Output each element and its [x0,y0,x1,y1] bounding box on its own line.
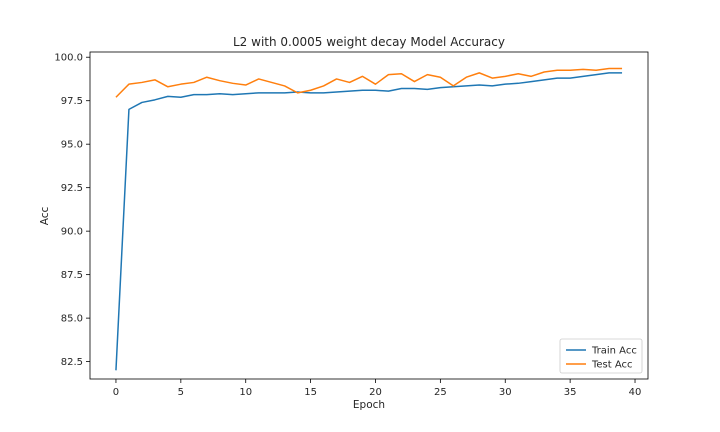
y-axis: 82.5 85.0 87.5 90.0 92.5 95.0 97.5 100.0 [54,53,90,368]
series-layer [115,67,623,371]
series-line-test-acc [115,67,623,98]
y-tick-label: 87.5 [61,270,83,281]
legend: Train Acc Test Acc [559,338,643,374]
x-tick-label: 10 [239,387,252,398]
x-axis: 0 5 10 15 20 25 30 35 40 [113,379,642,398]
y-axis-label: Acc [39,207,51,226]
legend-label: Test Acc [591,360,633,371]
x-tick-label: 20 [369,387,382,398]
series-line-train-acc [115,72,623,371]
y-tick-label: 95.0 [61,140,83,151]
x-tick-label: 25 [434,387,447,398]
x-tick-label: 5 [178,387,184,398]
y-tick-label: 90.0 [61,227,83,238]
legend-label: Train Acc [591,346,637,357]
x-tick-label: 0 [113,387,119,398]
chart-title: L2 with 0.0005 weight decay Model Accura… [233,35,505,49]
x-axis-label: Epoch [353,399,385,411]
y-tick-label: 82.5 [61,357,83,368]
y-tick-label: 100.0 [54,53,83,64]
plot-area [89,51,649,380]
x-tick-label: 40 [629,387,642,398]
x-tick-label: 15 [304,387,317,398]
x-tick-label: 30 [499,387,512,398]
y-tick-label: 92.5 [61,183,83,194]
y-tick-label: 97.5 [61,96,83,107]
y-tick-label: 85.0 [61,314,83,325]
x-tick-label: 35 [564,387,577,398]
